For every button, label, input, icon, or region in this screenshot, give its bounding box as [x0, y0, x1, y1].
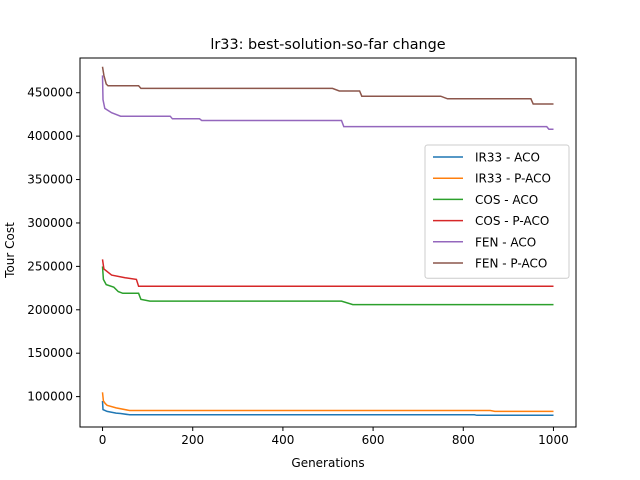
x-axis: 0 200 400 600 800 1000 [99, 427, 569, 447]
series-line-5 [101, 66, 554, 105]
series-line-1 [101, 392, 554, 413]
x-tick-label: 400 [271, 433, 294, 447]
legend-label-1: IR33 - P-ACO [475, 172, 551, 186]
series-line-0 [101, 400, 554, 417]
y-tick-label: 150000 [27, 346, 73, 360]
legend-label-3: COS - P-ACO [475, 214, 549, 228]
y-axis-label: Tour Cost [3, 222, 17, 279]
x-tick-label: 0 [99, 433, 107, 447]
y-axis: 100000 150000 200000 250000 300000 350000 4000… [27, 86, 80, 404]
series-line-2 [101, 266, 554, 306]
legend-label-2: COS - ACO [475, 193, 538, 207]
y-tick-label: 450000 [27, 86, 73, 100]
legend-label-0: IR33 - ACO [475, 151, 540, 165]
y-tick-label: 200000 [27, 303, 73, 317]
legend-label-4: FEN - ACO [475, 235, 536, 249]
y-tick-label: 400000 [27, 129, 73, 143]
y-tick-label: 350000 [27, 173, 73, 187]
x-tick-label: 200 [181, 433, 204, 447]
y-tick-label: 300000 [27, 216, 73, 230]
chart-title: lr33: best-solution-so-far change [210, 37, 445, 53]
plot-area [79, 57, 577, 428]
x-tick-label: 1000 [538, 433, 569, 447]
legend-label-5: FEN - P-ACO [475, 257, 547, 271]
x-tick-label: 800 [452, 433, 475, 447]
x-tick-label: 600 [362, 433, 385, 447]
y-tick-label: 100000 [27, 390, 73, 404]
series-line-3 [101, 259, 554, 288]
y-tick-label: 250000 [27, 259, 73, 273]
x-axis-label: Generations [291, 456, 364, 470]
series-line-4 [101, 75, 554, 130]
legend: IR33 - ACO IR33 - P-ACO COS - ACO COS - P-A… [424, 144, 570, 279]
plot-frame [79, 57, 577, 428]
